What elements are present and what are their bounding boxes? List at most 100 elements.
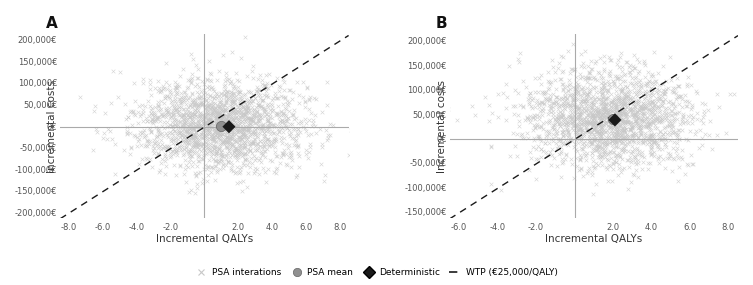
- Point: [233, 115, 245, 119]
- Point: [203, 126, 215, 130]
- Point: [198, 128, 210, 132]
- Point: [257, 123, 269, 127]
- Point: [556, 141, 568, 146]
- Point: [197, 128, 209, 133]
- Point: [205, 86, 217, 90]
- Point: [277, 95, 289, 99]
- Point: [632, 115, 644, 120]
- Point: [553, 139, 566, 143]
- Point: [556, 108, 568, 113]
- Point: [171, 122, 183, 126]
- Point: [643, 106, 655, 111]
- Point: [616, 129, 628, 133]
- Point: [593, 97, 605, 101]
- Point: [287, 127, 299, 131]
- Point: [617, 98, 630, 103]
- Point: [614, 109, 626, 114]
- Point: [684, 83, 697, 87]
- Point: [206, 79, 218, 84]
- Point: [558, 102, 570, 106]
- Point: [120, 131, 133, 136]
- Point: [596, 86, 608, 91]
- Point: [557, 106, 569, 110]
- Point: [627, 150, 639, 154]
- Point: [158, 125, 170, 130]
- Point: [243, 89, 255, 94]
- Point: [145, 108, 157, 113]
- Point: [210, 128, 222, 133]
- Point: [648, 100, 660, 105]
- Point: [227, 141, 239, 146]
- Point: [672, 153, 684, 158]
- Point: [276, 150, 288, 155]
- Point: [149, 104, 161, 109]
- Point: [280, 142, 292, 146]
- Point: [638, 104, 650, 108]
- Point: [648, 81, 660, 86]
- Point: [607, 166, 619, 171]
- Point: [557, 133, 569, 138]
- Point: [597, 111, 609, 116]
- Point: [652, 144, 664, 149]
- Point: [619, 79, 631, 84]
- Point: [145, 120, 157, 125]
- Point: [578, 110, 590, 114]
- Point: [255, 78, 267, 83]
- Point: [592, 138, 604, 142]
- Point: [184, 131, 197, 136]
- Point: [239, 145, 252, 149]
- Point: [231, 128, 243, 133]
- Point: [263, 125, 275, 129]
- Point: [178, 120, 191, 125]
- Point: [178, 125, 191, 129]
- Point: [300, 125, 312, 130]
- Point: [547, 105, 559, 109]
- Point: [230, 107, 242, 112]
- Point: [234, 99, 246, 103]
- Point: [531, 123, 543, 128]
- Point: [649, 99, 661, 103]
- Point: [635, 153, 647, 158]
- Point: [550, 95, 562, 99]
- Point: [227, 101, 239, 105]
- Point: [556, 96, 568, 100]
- Point: [605, 109, 617, 113]
- Point: [620, 111, 633, 116]
- Point: [566, 105, 578, 109]
- Point: [235, 107, 247, 112]
- Point: [152, 126, 164, 131]
- Point: [186, 153, 198, 158]
- Point: [604, 110, 616, 115]
- Point: [156, 123, 168, 128]
- Point: [626, 63, 639, 68]
- Point: [651, 141, 663, 145]
- Point: [227, 86, 239, 90]
- Point: [262, 167, 274, 172]
- Point: [626, 135, 639, 139]
- Point: [645, 150, 657, 154]
- Point: [224, 141, 236, 146]
- Point: [200, 144, 212, 148]
- Point: [230, 139, 242, 143]
- Point: [589, 97, 601, 101]
- Point: [671, 141, 683, 145]
- Point: [600, 115, 612, 120]
- Point: [615, 117, 627, 121]
- Point: [597, 132, 609, 136]
- Point: [214, 109, 226, 114]
- Point: [587, 126, 599, 131]
- Point: [539, 96, 551, 100]
- Point: [180, 140, 192, 144]
- Point: [565, 71, 577, 75]
- Point: [185, 136, 197, 141]
- Point: [261, 83, 273, 88]
- Point: [183, 127, 195, 132]
- Point: [279, 95, 291, 99]
- Point: [572, 115, 584, 119]
- Point: [554, 123, 566, 128]
- Point: [157, 114, 169, 118]
- Point: [156, 156, 168, 161]
- Point: [584, 71, 596, 75]
- Point: [581, 92, 593, 96]
- Point: [286, 113, 298, 117]
